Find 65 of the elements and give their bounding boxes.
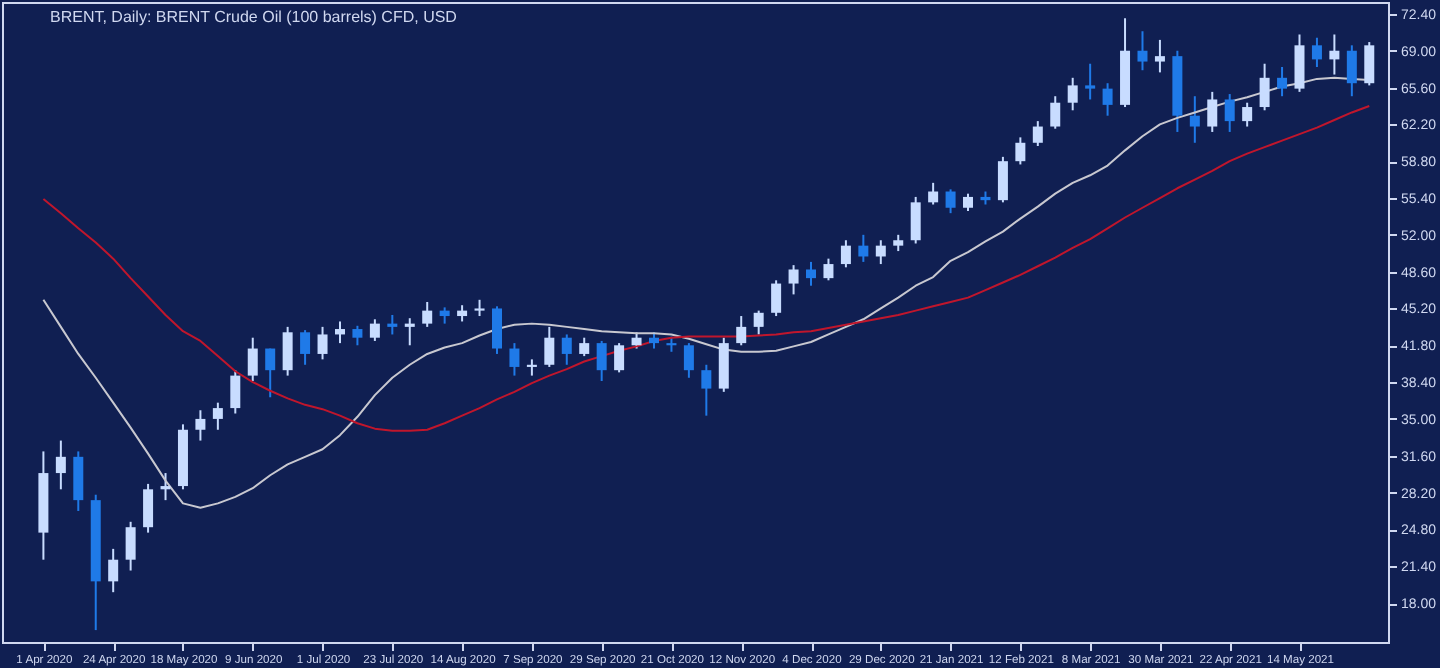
candlestick <box>1207 90 1218 133</box>
candlestick <box>1364 41 1375 87</box>
candlestick <box>1224 93 1235 133</box>
candlestick <box>317 325 328 361</box>
candlestick <box>1050 95 1061 130</box>
candlestick <box>55 439 66 491</box>
chart-title: BRENT, Daily: BRENT Crude Oil (100 barrels) CFD, USD <box>50 8 458 26</box>
candlestick <box>526 358 537 377</box>
candlestick <box>160 472 171 502</box>
candlestick <box>579 336 590 358</box>
candlestick <box>73 450 84 512</box>
candlestick <box>997 155 1008 204</box>
candlestick <box>1154 38 1165 74</box>
candlestick <box>683 342 694 379</box>
candlestick <box>1346 44 1357 98</box>
candlestick <box>143 482 154 534</box>
candlestick <box>1067 76 1078 112</box>
candlestick <box>718 336 729 393</box>
candlestick <box>282 325 293 377</box>
candlestick <box>875 239 886 266</box>
candlestick <box>352 324 363 347</box>
candlestick <box>736 315 747 347</box>
candlestick <box>945 188 956 215</box>
candlestick <box>561 333 572 366</box>
candlestick <box>422 300 433 328</box>
candlestick <box>125 520 136 572</box>
candlestick <box>387 313 398 336</box>
candlestick <box>1102 82 1113 117</box>
candlestick <box>823 257 834 282</box>
candlestick <box>596 339 607 383</box>
candlestick <box>928 181 939 206</box>
candlestick <box>1277 65 1288 98</box>
candlestick <box>1085 62 1096 101</box>
candlestick <box>1259 62 1270 112</box>
candlestick <box>1311 36 1322 68</box>
candlestick <box>1137 30 1148 72</box>
candlestick <box>265 347 276 399</box>
candlestick <box>701 363 712 417</box>
candlestick <box>195 409 206 442</box>
candlestick <box>404 317 415 347</box>
candlestick <box>753 309 764 336</box>
candlestick <box>230 369 241 415</box>
candlestick <box>300 329 311 366</box>
candlestick <box>544 325 555 368</box>
candlestick <box>1294 33 1305 93</box>
candlestick <box>108 547 119 594</box>
candlestick <box>788 264 799 296</box>
candlestick <box>806 260 817 287</box>
candlestick <box>840 239 851 269</box>
candlestick <box>491 305 502 355</box>
candlestick <box>1015 136 1026 166</box>
candlestick <box>1032 120 1043 148</box>
candlestick <box>334 320 345 345</box>
candlestick <box>858 233 869 263</box>
candlestick <box>369 318 380 342</box>
candlestick <box>771 279 782 318</box>
candlestick <box>212 401 223 431</box>
candlestick <box>910 195 921 245</box>
candlestick <box>614 342 625 374</box>
candlestick <box>1189 95 1200 144</box>
candlestick <box>1242 101 1253 128</box>
candlestick <box>509 342 520 377</box>
line-series <box>42 104 1371 432</box>
candlestick <box>247 336 258 383</box>
candlestick <box>1329 33 1340 76</box>
